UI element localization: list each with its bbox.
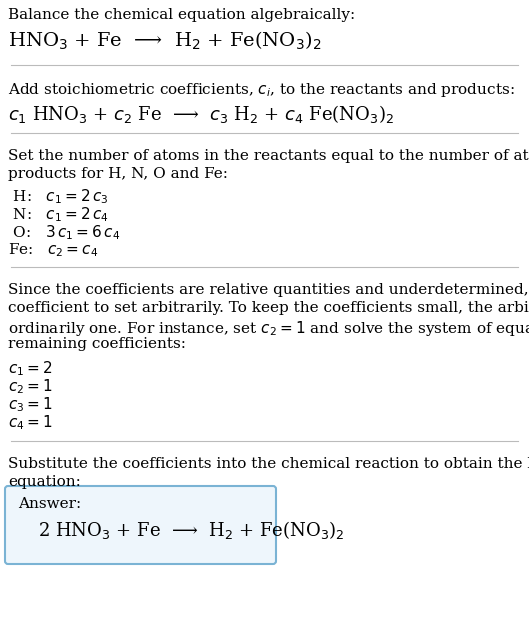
Text: $c_1$ HNO$_3$ + $c_2$ Fe  ⟶  $c_3$ H$_2$ + $c_4$ Fe(NO$_3$)$_2$: $c_1$ HNO$_3$ + $c_2$ Fe ⟶ $c_3$ H$_2$ +… xyxy=(8,103,394,125)
Text: Fe:   $c_2 = c_4$: Fe: $c_2 = c_4$ xyxy=(8,241,98,259)
Text: ordinarily one. For instance, set $c_2 = 1$ and solve the system of equations fo: ordinarily one. For instance, set $c_2 =… xyxy=(8,319,529,338)
Text: $c_4 = 1$: $c_4 = 1$ xyxy=(8,413,52,432)
Text: Answer:: Answer: xyxy=(18,497,81,511)
Text: remaining coefficients:: remaining coefficients: xyxy=(8,337,186,351)
Text: products for H, N, O and Fe:: products for H, N, O and Fe: xyxy=(8,167,228,181)
Text: 2 HNO$_3$ + Fe  ⟶  H$_2$ + Fe(NO$_3$)$_2$: 2 HNO$_3$ + Fe ⟶ H$_2$ + Fe(NO$_3$)$_2$ xyxy=(38,519,345,541)
Text: Set the number of atoms in the reactants equal to the number of atoms in the: Set the number of atoms in the reactants… xyxy=(8,149,529,163)
Text: coefficient to set arbitrarily. To keep the coefficients small, the arbitrary va: coefficient to set arbitrarily. To keep … xyxy=(8,301,529,315)
Text: $c_1 = 2$: $c_1 = 2$ xyxy=(8,359,52,377)
FancyBboxPatch shape xyxy=(5,486,276,564)
Text: Add stoichiometric coefficients, $c_i$, to the reactants and products:: Add stoichiometric coefficients, $c_i$, … xyxy=(8,81,515,99)
Text: H:   $c_1 = 2\,c_3$: H: $c_1 = 2\,c_3$ xyxy=(8,187,108,206)
Text: equation:: equation: xyxy=(8,475,81,489)
Text: $c_3 = 1$: $c_3 = 1$ xyxy=(8,395,52,414)
Text: HNO$_3$ + Fe  ⟶  H$_2$ + Fe(NO$_3$)$_2$: HNO$_3$ + Fe ⟶ H$_2$ + Fe(NO$_3$)$_2$ xyxy=(8,30,322,52)
Text: Balance the chemical equation algebraically:: Balance the chemical equation algebraica… xyxy=(8,8,355,22)
Text: Since the coefficients are relative quantities and underdetermined, choose a: Since the coefficients are relative quan… xyxy=(8,283,529,297)
Text: N:   $c_1 = 2\,c_4$: N: $c_1 = 2\,c_4$ xyxy=(8,205,109,224)
Text: $c_2 = 1$: $c_2 = 1$ xyxy=(8,377,52,396)
Text: O:   $3\,c_1 = 6\,c_4$: O: $3\,c_1 = 6\,c_4$ xyxy=(8,223,120,241)
Text: Substitute the coefficients into the chemical reaction to obtain the balanced: Substitute the coefficients into the che… xyxy=(8,457,529,471)
